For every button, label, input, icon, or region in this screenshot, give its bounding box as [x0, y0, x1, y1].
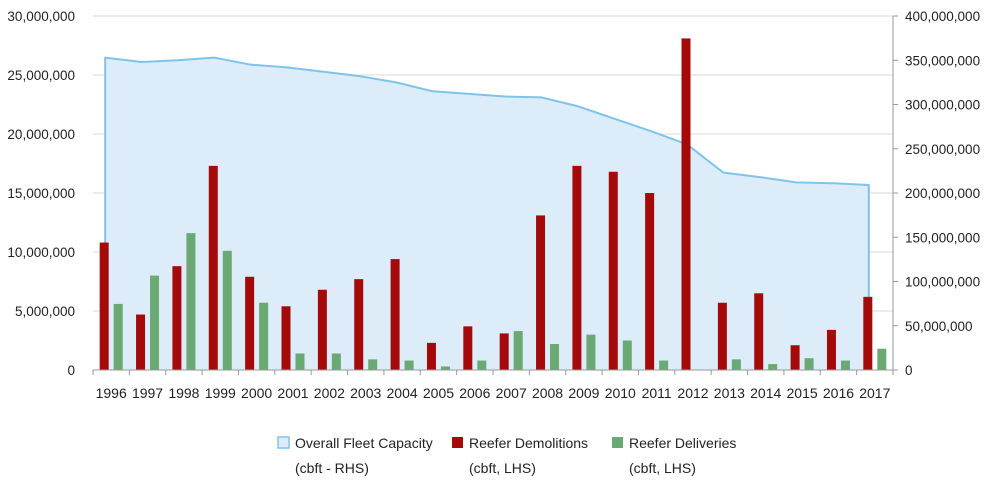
x-axis-tick-label: 2005	[423, 385, 454, 401]
reefer-deliveries-bar	[259, 302, 269, 370]
x-axis-tick-label: 2008	[532, 385, 563, 401]
x-axis-tick-label: 2010	[605, 385, 636, 401]
x-axis-tick-label: 2001	[277, 385, 308, 401]
fleet-capacity-area-fill	[105, 57, 869, 370]
reefer-deliveries-bar	[550, 344, 560, 370]
reefer-deliveries-bar	[477, 360, 487, 370]
bar-series	[99, 38, 887, 371]
reefer-demolitions-bar	[426, 342, 436, 370]
x-axis-tick-label: 2013	[714, 385, 745, 401]
right-axis-tick-label: 250,000,000	[905, 142, 980, 157]
reefer-deliveries-bar	[186, 233, 196, 370]
reefer-demolitions-bar	[99, 242, 109, 370]
right-axis-tick-label: 100,000,000	[905, 275, 980, 290]
reefer-demolitions-bar	[245, 276, 255, 370]
x-axis-tick-label: 2002	[314, 385, 345, 401]
x-axis-tick-label: 2012	[677, 385, 708, 401]
reefer-demolitions-bar	[136, 314, 146, 370]
x-axis-tick-label: 2003	[350, 385, 381, 401]
reefer-demolitions-bar	[645, 193, 655, 370]
x-axis-tick-label: 1999	[205, 385, 236, 401]
right-axis-tick-label: 400,000,000	[905, 9, 980, 24]
reefer-demolitions-bar	[717, 302, 727, 370]
reefer-demolitions-bar	[790, 345, 800, 370]
legend-label-detail: (cbft, LHS)	[469, 460, 536, 476]
legend-label: Reefer Deliveries	[629, 435, 736, 451]
reefer-demolitions-bar	[463, 326, 473, 370]
reefer-deliveries-bar	[295, 353, 305, 370]
reefer-demolitions-bar	[499, 333, 509, 370]
right-axis-tick-label: 150,000,000	[905, 230, 980, 245]
reefer-deliveries-bar	[659, 360, 669, 370]
reefer-deliveries-bar	[622, 340, 632, 370]
reefer-demolitions-bar	[681, 38, 691, 371]
legend-label: Reefer Demolitions	[469, 435, 588, 451]
reefer-deliveries-bar	[331, 353, 341, 370]
reefer-demolitions-bar	[754, 293, 764, 370]
reefer-demolitions-bar	[536, 215, 546, 370]
left-axis-tick-label: 25,000,000	[7, 68, 75, 83]
x-axis-tick-label: 2004	[387, 385, 418, 401]
left-axis-tick-label: 15,000,000	[7, 186, 75, 201]
legend-swatch	[612, 437, 623, 448]
legend-label: Overall Fleet Capacity	[295, 435, 433, 451]
legend-swatch	[277, 436, 290, 449]
right-axis-tick-label: 300,000,000	[905, 98, 980, 113]
reefer-deliveries-bar	[731, 359, 741, 370]
reefer-demolitions-bar	[281, 306, 291, 370]
fleet-capacity-area	[104, 56, 870, 370]
reefer-deliveries-bar	[113, 303, 123, 370]
legend-label-detail: (cbft - RHS)	[295, 460, 369, 476]
legend: Overall Fleet Capacity (cbft - RHS) Reefer…	[277, 435, 736, 476]
x-axis-tick-label: 2011	[642, 385, 672, 401]
reefer-demolitions-bar	[208, 165, 218, 370]
axes: 0 5,000,000 10,000,000 15,000,000 20,000,000…	[7, 9, 980, 401]
left-axis-tick-label: 0	[67, 363, 75, 378]
reefer-demolitions-bar	[863, 296, 873, 370]
legend-label-detail: (cbft, LHS)	[629, 460, 696, 476]
x-axis-tick-label: 2006	[459, 385, 490, 401]
x-axis-tick-label: 2014	[750, 385, 781, 401]
legend-swatch	[452, 437, 463, 448]
reefer-deliveries-bar	[150, 275, 160, 370]
x-axis-tick-label: 2007	[496, 385, 527, 401]
reefer-deliveries-bar	[586, 334, 596, 370]
right-axis-tick-label: 0	[905, 363, 913, 378]
reefer-deliveries-bar	[222, 250, 232, 370]
right-axis-tick-label: 200,000,000	[905, 186, 980, 201]
x-axis-tick-label: 1998	[168, 385, 199, 401]
reefer-deliveries-bar	[840, 360, 850, 370]
reefer-deliveries-bar	[368, 359, 378, 370]
reefer-demolitions-bar	[354, 279, 364, 370]
reefer-deliveries-bar	[513, 331, 523, 370]
right-axis-tick-label: 50,000,000	[905, 319, 973, 334]
reefer-demolitions-bar	[572, 165, 582, 370]
reefer-deliveries-bar	[804, 358, 814, 370]
left-axis-tick-label: 10,000,000	[7, 245, 75, 260]
right-axis-tick-label: 350,000,000	[905, 53, 980, 68]
reefer-deliveries-bar	[404, 360, 414, 370]
reefer-demolitions-bar	[608, 171, 618, 370]
reefer-deliveries-bar	[440, 366, 450, 370]
x-axis-tick-label: 2017	[859, 385, 890, 401]
reefer-demolitions-bar	[390, 259, 400, 370]
reefer-deliveries-bar	[877, 348, 887, 370]
left-axis-tick-label: 5,000,000	[15, 304, 75, 319]
x-axis-tick-label: 1997	[132, 385, 163, 401]
reefer-demolitions-bar	[826, 329, 836, 370]
x-axis-tick-label: 1996	[96, 385, 127, 401]
x-axis-tick-label: 2016	[823, 385, 854, 401]
left-axis-tick-label: 30,000,000	[7, 9, 75, 24]
reefer-demolitions-bar	[317, 289, 327, 370]
reefer-deliveries-bar	[768, 364, 778, 370]
x-axis-tick-label: 2015	[787, 385, 818, 401]
x-axis-tick-label: 2009	[568, 385, 599, 401]
fleet-capacity-line	[104, 56, 870, 370]
left-axis-tick-label: 20,000,000	[7, 127, 75, 142]
x-axis-tick-label: 2000	[241, 385, 272, 401]
reefer-demolitions-bar	[172, 266, 182, 370]
